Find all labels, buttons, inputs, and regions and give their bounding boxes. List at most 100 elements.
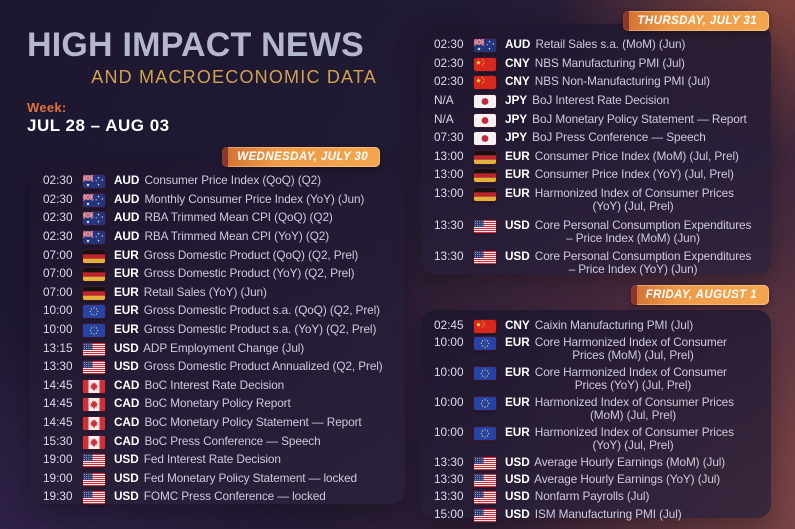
usa-flag-icon: [83, 361, 105, 375]
usa-flag-icon: [83, 472, 105, 486]
event-title: EUR Gross Domestic Product (QoQ) (Q2, Pr…: [114, 247, 359, 262]
event-title-line2: – Price Index (YoY) (Jun): [568, 262, 698, 277]
event-title: EUR Harmonized Index of Consumer Prices(…: [505, 425, 761, 453]
event-currency: EUR: [505, 148, 530, 163]
event-title: CNY NBS Non-Manufacturing PMI (Jul): [505, 74, 711, 89]
canada-flag-icon: [83, 379, 105, 393]
event-currency: USD: [114, 470, 139, 485]
event-currency: USD: [114, 452, 139, 467]
event-time: 10:00: [434, 364, 464, 379]
event-time: 13:30: [434, 472, 464, 487]
event-time: 13:15: [43, 340, 73, 355]
event-title: USD Fed Interest Rate Decision: [114, 452, 281, 467]
event-row: 02:30 AUD RBA Trimmed Mean CPI (YoY) (Q2): [30, 228, 401, 247]
week-range: JUL 28 – AUG 03: [27, 115, 170, 135]
event-row: 13:15 USD ADP Employment Change (Jul): [30, 339, 401, 358]
australia-flag-icon: [83, 231, 105, 245]
event-title: JPY BoJ Interest Rate Decision: [505, 93, 670, 108]
event-time: 14:45: [43, 396, 73, 411]
event-title: EUR Consumer Price Index (MoM) (Jul, Pre…: [505, 148, 739, 163]
germany-flag-icon: [83, 249, 105, 263]
china-flag-icon: [474, 76, 496, 90]
event-title: EUR Core Harmonized Index of Consumer Pri…: [505, 334, 761, 363]
eu-flag-icon: [83, 324, 105, 338]
event-title-line2: Prices (MoM) (Jul, Prel): [572, 348, 694, 363]
header: HIGH IMPACT NEWS AND MACROECONOMIC DATA …: [27, 26, 377, 136]
event-time: 02:30: [43, 210, 73, 225]
event-time: 02:30: [434, 74, 464, 89]
event-row: 13:30 USD Average Hourly Earnings (YoY) (…: [421, 472, 767, 489]
event-time: 10:00: [43, 322, 73, 337]
event-row: 10:00 EUR Gross Domestic Product s.a. (Yo…: [30, 321, 401, 340]
event-title: USD FOMC Press Conference — locked: [114, 489, 326, 504]
event-title: USD Gross Domestic Product Annualized (Q…: [114, 359, 383, 374]
event-title: EUR Gross Domestic Product s.a. (YoY) (Q…: [114, 322, 377, 337]
event-row: 14:45 CAD BoC Monetary Policy Statement —…: [30, 414, 401, 433]
event-row: 13:00 EUR Consumer Price Index (YoY) (Jul…: [421, 166, 767, 185]
event-currency: CNY: [505, 74, 530, 89]
event-row: 07:00 EUR Gross Domestic Product (YoY) (Q…: [30, 265, 401, 284]
event-currency: EUR: [114, 266, 139, 281]
event-currency: JPY: [505, 111, 527, 126]
event-title: CAD BoC Monetary Policy Statement — Repo…: [114, 415, 362, 430]
australia-flag-icon: [474, 39, 496, 53]
event-title: USD ISM Manufacturing PMI (Jul): [505, 506, 682, 521]
event-row: 13:30 USD Average Hourly Earnings (MoM) (…: [421, 454, 767, 471]
page-title: HIGH IMPACT NEWS: [27, 26, 364, 64]
australia-flag-icon: [83, 212, 105, 226]
wednesday-panel: WEDNESDAY, JULY 30 02:30 AUD Consumer Pri…: [30, 147, 405, 505]
event-title: CNY NBS Manufacturing PMI (Jul): [505, 55, 685, 70]
event-row: 13:30 USD Core Personal Consumption Expen…: [421, 216, 767, 247]
event-title: JPY BoJ Monetary Policy Statement — Repo…: [505, 111, 747, 126]
event-currency: AUD: [114, 173, 140, 188]
event-row: 02:30 AUD Monthly Consumer Price Index (Y…: [30, 191, 401, 210]
eu-flag-icon: [474, 366, 496, 380]
germany-flag-icon: [83, 286, 105, 300]
event-time: 02:30: [43, 191, 73, 206]
event-title: EUR Harmonized Index of Consumer Prices(…: [505, 186, 761, 214]
event-title-line2: (YoY) (Jul, Prel): [592, 199, 674, 214]
event-title: USD Fed Monetary Policy Statement — lock…: [114, 470, 358, 485]
event-currency: AUD: [114, 210, 140, 225]
usa-flag-icon: [474, 219, 496, 233]
japan-flag-icon: [474, 132, 496, 146]
event-currency: EUR: [505, 364, 530, 379]
week-label: Week:: [27, 99, 67, 115]
event-title: CNY Caixin Manufacturing PMI (Jul): [505, 317, 694, 332]
event-time: 13:00: [434, 148, 464, 163]
event-row: 13:30 USD Nonfarm Payrolls (Jul): [421, 489, 767, 506]
event-row: 02:45 CNY Caixin Manufacturing PMI (Jul): [421, 317, 767, 334]
event-currency: EUR: [505, 186, 530, 201]
usa-flag-icon: [474, 250, 496, 264]
event-time: 02:30: [434, 37, 464, 52]
event-title-line2: (MoM) (Jul, Prel): [589, 408, 677, 423]
event-currency: CAD: [114, 415, 140, 430]
event-title: USD Core Personal Consumption Expenditur…: [505, 218, 761, 246]
event-row: 07:30 JPY BoJ Press Conference — Speech: [421, 129, 767, 148]
usa-flag-icon: [83, 342, 105, 356]
event-row: 07:00 EUR Retail Sales (YoY) (Jun): [30, 284, 401, 303]
event-time: 15:30: [43, 433, 73, 448]
event-title: USD Average Hourly Earnings (MoM) (Jul): [505, 455, 726, 470]
usa-flag-icon: [474, 457, 496, 471]
event-time: 15:00: [434, 506, 464, 521]
event-title-line2: (YoY) (Jul, Prel): [592, 438, 674, 453]
event-currency: EUR: [114, 284, 139, 299]
event-currency: EUR: [505, 334, 530, 349]
event-title: EUR Gross Domestic Product s.a. (QoQ) (Q…: [114, 303, 380, 318]
event-currency: EUR: [114, 303, 139, 318]
event-time: 07:00: [43, 266, 73, 281]
event-row: 13:00 EUR Harmonized Index of Consumer Pr…: [421, 185, 767, 216]
eu-flag-icon: [474, 426, 496, 440]
event-row: 07:00 EUR Gross Domestic Product (QoQ) (Q…: [30, 246, 401, 265]
event-time: N/A: [434, 111, 454, 126]
event-currency: EUR: [114, 247, 139, 262]
event-time: 14:45: [43, 377, 73, 392]
usa-flag-icon: [83, 491, 105, 505]
event-title: EUR Harmonized Index of Consumer Prices(…: [505, 395, 761, 423]
event-currency: CNY: [505, 317, 530, 332]
event-currency: JPY: [505, 93, 527, 108]
event-row: 19:00 USD Fed Monetary Policy Statement —…: [30, 470, 401, 489]
event-title: EUR Core Harmonized Index of Consumer Pri…: [505, 364, 761, 393]
event-title: USD Core Personal Consumption Expenditur…: [505, 249, 761, 277]
